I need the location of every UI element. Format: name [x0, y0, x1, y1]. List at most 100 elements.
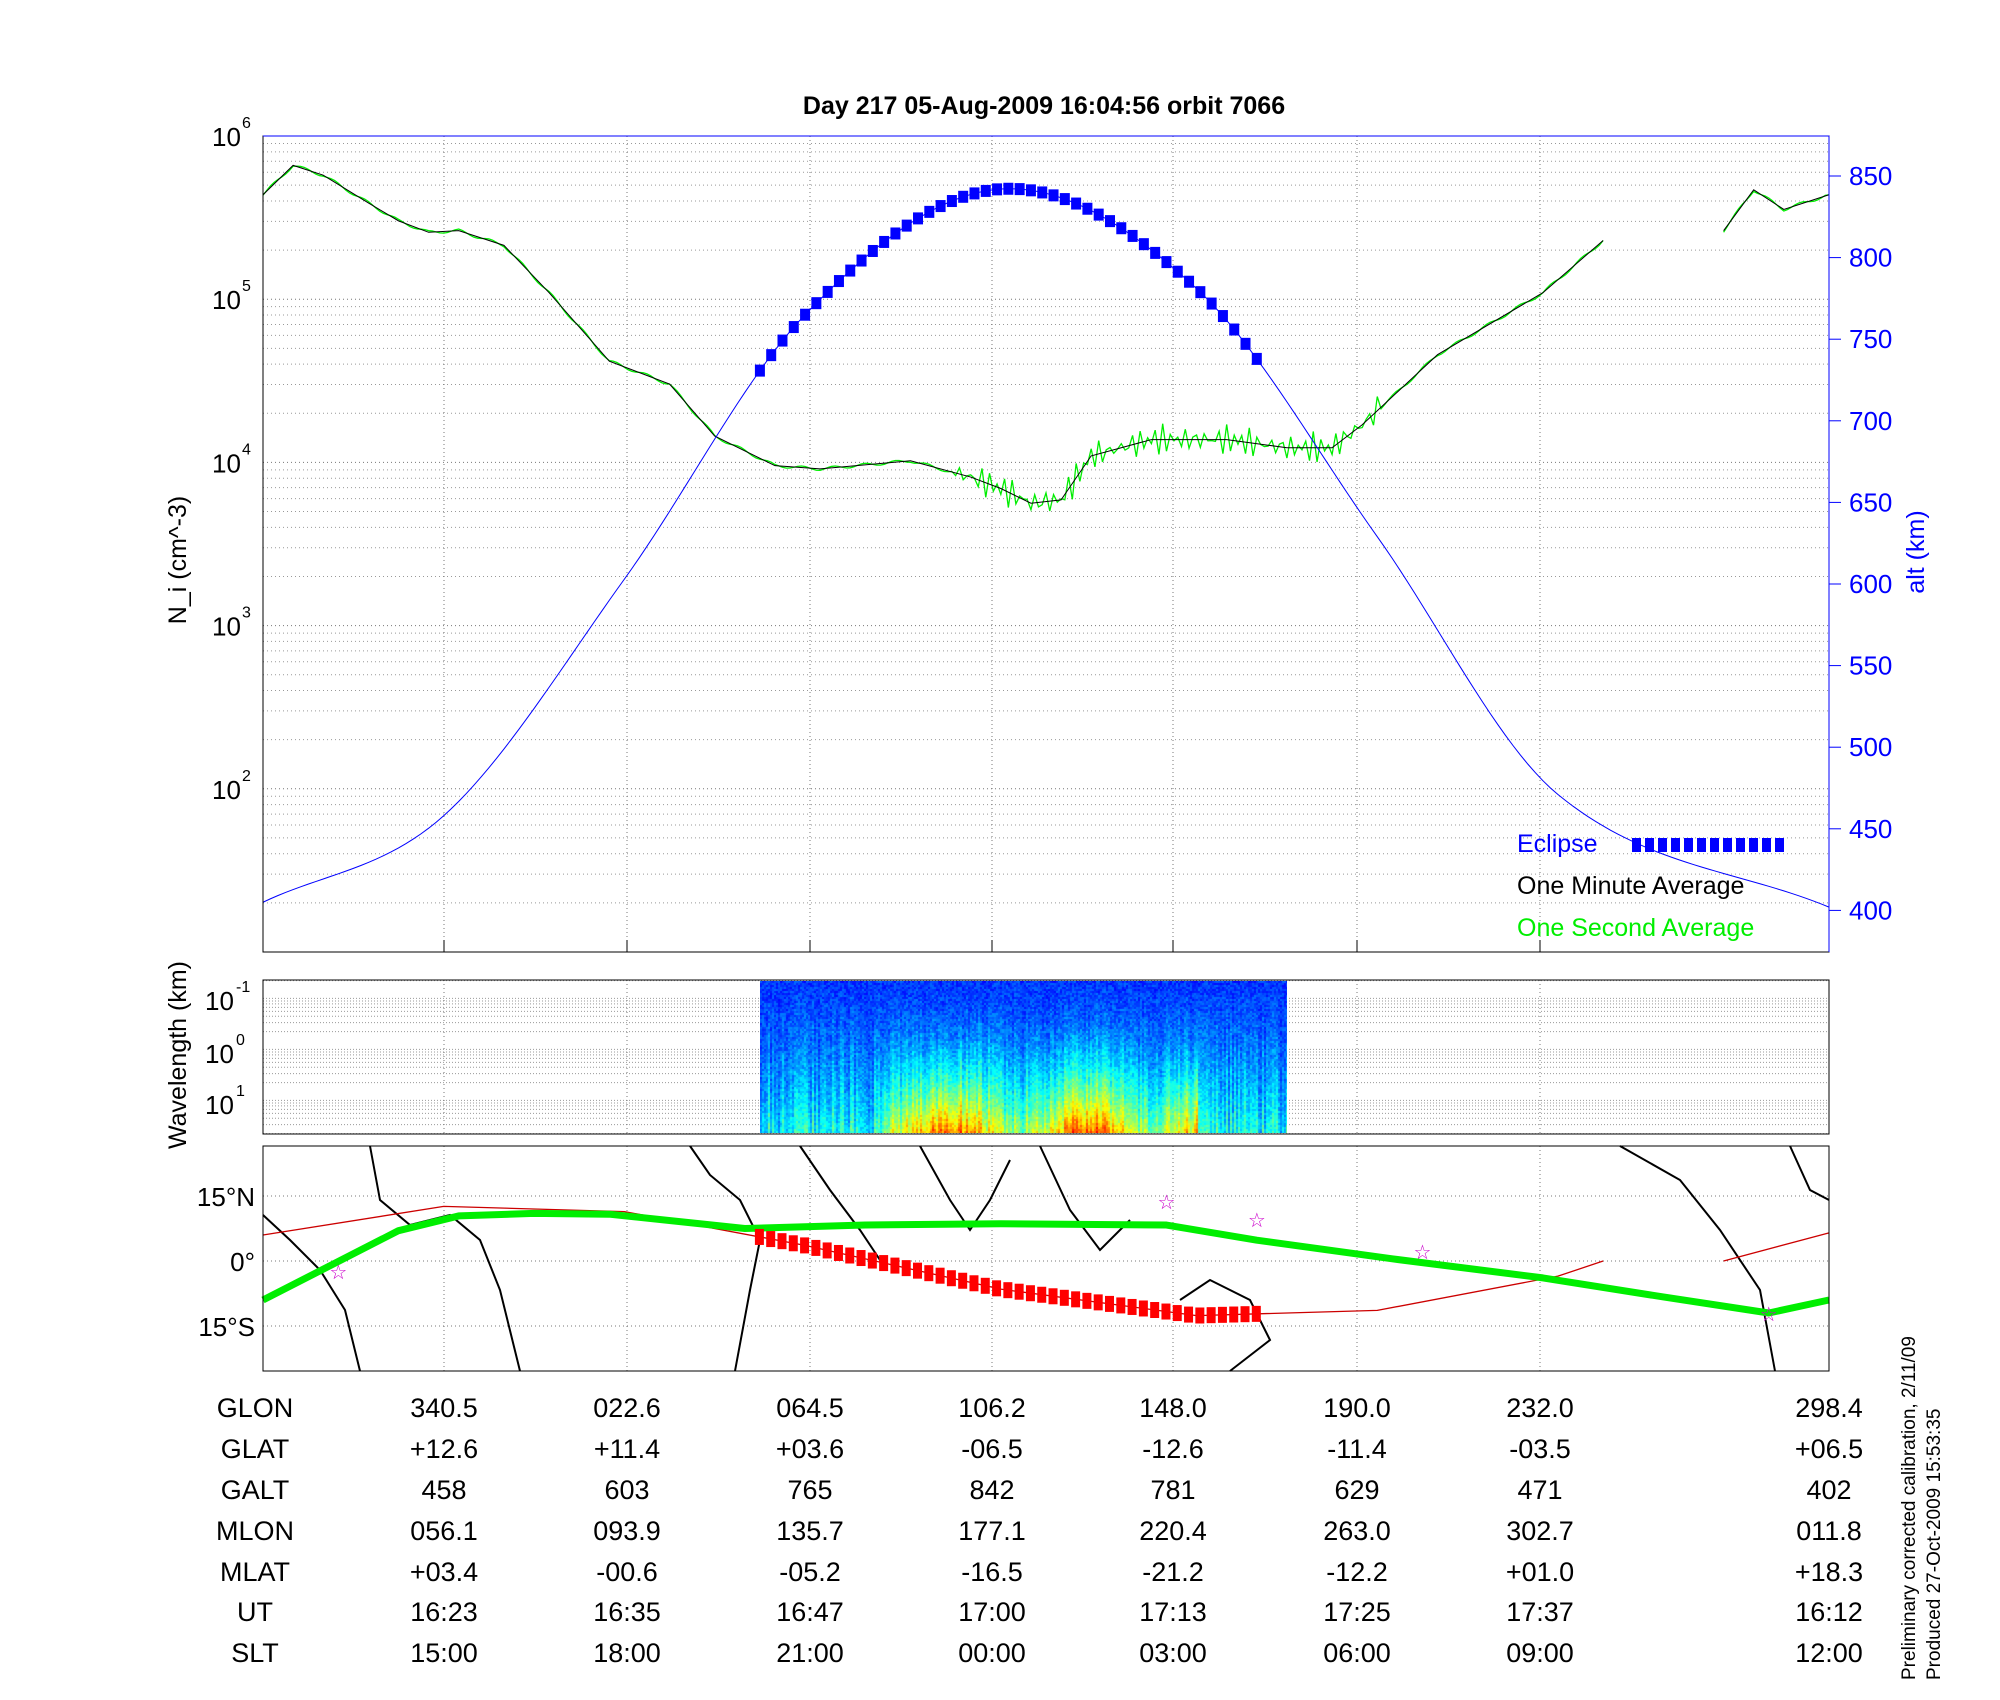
- y-tick-exponent: 5: [242, 278, 251, 295]
- eclipse-marker: [1048, 189, 1059, 202]
- table-cell: 17:13: [1139, 1597, 1207, 1627]
- table-row-label: UT: [237, 1597, 273, 1627]
- eclipse-track-marker: [833, 1244, 843, 1261]
- table-cell: 765: [787, 1475, 832, 1505]
- eclipse-track-marker: [1071, 1291, 1081, 1308]
- eclipse-track-marker: [1229, 1306, 1239, 1323]
- coastline: [799, 1145, 881, 1261]
- legend-eclipse-marker: [1762, 838, 1771, 852]
- eclipse-track-marker: [867, 1252, 877, 1269]
- table-cell: 232.0: [1506, 1393, 1574, 1423]
- eclipse-marker: [924, 205, 935, 218]
- table-cell: 340.5: [410, 1393, 478, 1423]
- alt-tick-label: 750: [1849, 324, 1892, 354]
- table-cell: 629: [1334, 1475, 1379, 1505]
- eclipse-track-marker: [1206, 1307, 1216, 1324]
- table-cell: 15:00: [410, 1638, 478, 1668]
- alt-tick-label: 600: [1849, 569, 1892, 599]
- eclipse-marker: [1025, 184, 1036, 197]
- table-cell: 17:00: [958, 1597, 1026, 1627]
- eclipse-track-marker: [1172, 1305, 1182, 1322]
- star-marker: ☆: [1760, 1304, 1778, 1326]
- eclipse-track-marker: [1138, 1300, 1148, 1317]
- table-cell: +11.4: [594, 1434, 660, 1464]
- table-row-label: SLT: [231, 1638, 279, 1668]
- table-row-label: GALT: [221, 1475, 290, 1505]
- chart-title: Day 217 05-Aug-2009 16:04:56 orbit 7066: [803, 92, 1285, 120]
- coastline: [369, 1145, 521, 1372]
- table-cell: -12.6: [1142, 1434, 1204, 1464]
- eclipse-track-marker: [958, 1272, 968, 1289]
- coastline: [689, 1145, 762, 1372]
- eclipse-marker: [1082, 202, 1093, 215]
- eclipse-marker: [1014, 183, 1025, 196]
- eclipse-track-marker: [800, 1237, 810, 1254]
- legend-eclipse-marker: [1710, 838, 1719, 852]
- table-cell: 190.0: [1323, 1393, 1391, 1423]
- table-cell: 21:00: [776, 1638, 844, 1668]
- eclipse-track-marker: [913, 1262, 923, 1279]
- coastline: [1039, 1145, 1131, 1252]
- legend-eclipse-marker: [1723, 838, 1732, 852]
- table-row-label: GLON: [217, 1393, 294, 1423]
- legend-one-minute-label: One Minute Average: [1517, 872, 1744, 900]
- eclipse-marker: [867, 244, 878, 257]
- eclipse-track-marker: [1082, 1292, 1092, 1309]
- table-cell: 03:00: [1139, 1638, 1207, 1668]
- eclipse-marker: [1251, 352, 1262, 365]
- y-tick-label: 10: [212, 775, 241, 805]
- table-cell: 148.0: [1139, 1393, 1207, 1423]
- eclipse-marker: [1240, 337, 1251, 350]
- table-cell: +03.4: [410, 1557, 478, 1587]
- eclipse-marker: [992, 183, 1003, 196]
- eclipse-track-marker: [1150, 1302, 1160, 1319]
- eclipse-marker: [800, 308, 811, 321]
- table-cell: 603: [604, 1475, 649, 1505]
- eclipse-marker: [833, 275, 844, 288]
- eclipse-marker: [1161, 256, 1172, 269]
- one-second-average-line: [1723, 190, 1830, 233]
- eclipse-track-marker: [1014, 1283, 1024, 1300]
- y-tick-label: 10: [212, 612, 241, 642]
- eclipse-marker: [980, 184, 991, 197]
- map-lat-tick-label: 15°N: [197, 1182, 255, 1212]
- eclipse-marker: [1229, 323, 1240, 336]
- table-row-label: GLAT: [221, 1434, 290, 1464]
- table-cell: -06.5: [961, 1434, 1023, 1464]
- eclipse-marker: [1093, 208, 1104, 221]
- spec-y-tick-exponent: -1: [236, 979, 250, 996]
- legend-eclipse-marker: [1736, 838, 1745, 852]
- map-frame: [262, 1145, 1830, 1372]
- legend-one-second-label: One Second Average: [1517, 914, 1754, 942]
- table-cell: 093.9: [593, 1516, 661, 1546]
- table-cell: 106.2: [958, 1393, 1026, 1423]
- table-cell: 17:37: [1506, 1597, 1574, 1627]
- alt-tick-label: 550: [1849, 651, 1892, 681]
- table-cell: 135.7: [776, 1516, 844, 1546]
- legend-eclipse-marker: [1775, 838, 1784, 852]
- y-axis-label-wavelength: Wavelength (km): [164, 961, 192, 1149]
- legend-eclipse-marker: [1684, 838, 1693, 852]
- table-cell: -16.5: [961, 1557, 1023, 1587]
- eclipse-marker: [1138, 238, 1149, 251]
- table-cell: 16:47: [776, 1597, 844, 1627]
- eclipse-marker: [1059, 193, 1070, 206]
- spec-y-tick-exponent: 0: [236, 1032, 245, 1049]
- eclipse-track-marker: [1161, 1303, 1171, 1320]
- table-cell: -12.2: [1326, 1557, 1388, 1587]
- orbit-track-line: [1723, 1232, 1830, 1262]
- table-cell: 16:23: [410, 1597, 478, 1627]
- altitude-line: [262, 188, 1830, 908]
- coastline: [1619, 1145, 1776, 1372]
- produced-note: Produced 27-Oct-2009 15:53:35: [1924, 1409, 1945, 1680]
- eclipse-track-marker: [1025, 1285, 1035, 1302]
- y2-axis-label-alt: alt (km): [1902, 510, 1930, 593]
- table-cell: -21.2: [1142, 1557, 1204, 1587]
- star-marker: ☆: [1157, 1192, 1175, 1214]
- eclipse-track-marker: [1240, 1306, 1250, 1323]
- eclipse-track-marker: [1251, 1305, 1261, 1322]
- table-cell: 06:00: [1323, 1638, 1391, 1668]
- eclipse-track-marker: [1037, 1286, 1047, 1303]
- table-cell: -05.2: [779, 1557, 841, 1587]
